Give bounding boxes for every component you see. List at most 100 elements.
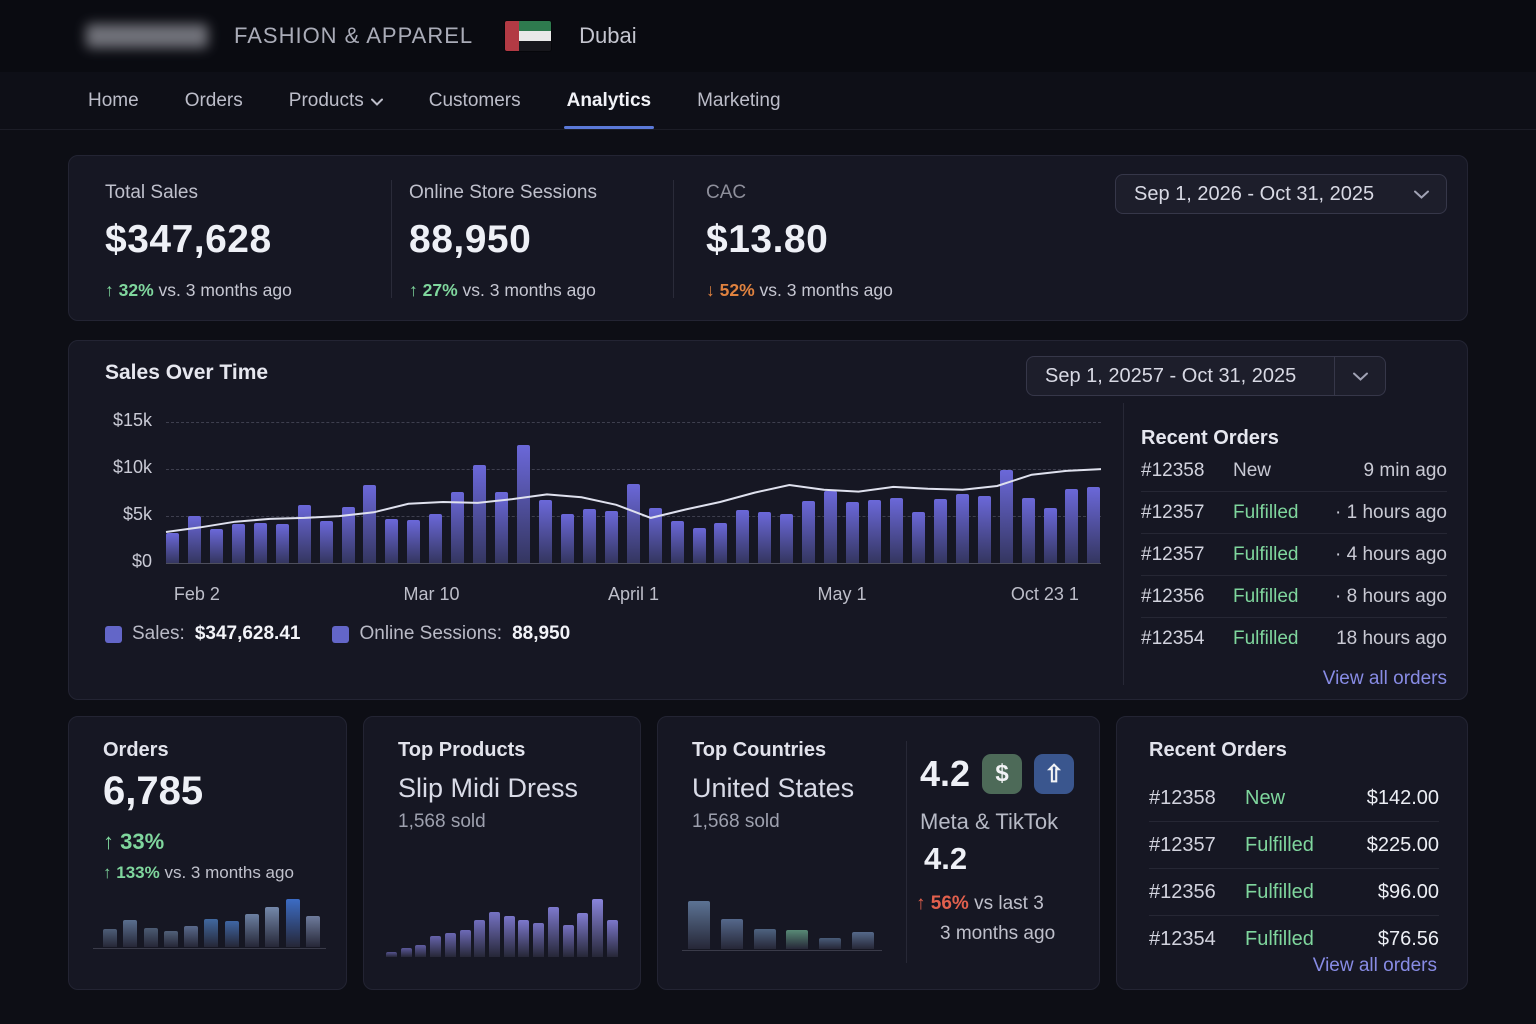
order-row[interactable]: #12358 New $142.00 (1149, 775, 1439, 822)
top-product-sold: 1,568 sold (398, 811, 486, 832)
sales-bar (933, 499, 947, 563)
card-title: Top Products (398, 739, 526, 761)
kpi-label: Online Store Sessions (409, 182, 597, 203)
order-status: Fulfilled (1245, 880, 1314, 903)
chevron-down-icon (370, 90, 383, 112)
order-row[interactable]: #12357 Fulfilled · 1 hours ago (1141, 492, 1447, 534)
sales-bar (714, 523, 728, 563)
x-axis-tick: Oct 23 1 (1010, 584, 1079, 604)
mini-bar (518, 920, 530, 957)
date-range-value: Sep 1, 2026 - Oct 31, 2025 (1134, 182, 1375, 205)
mini-bar (123, 919, 138, 947)
x-axis-tick: May 1 (817, 584, 867, 604)
kpi-value: $347,628 (105, 218, 272, 261)
x-axis-line (93, 948, 326, 949)
nav-home[interactable]: Home (88, 89, 139, 111)
nav-products[interactable]: Products (289, 72, 383, 129)
sales-chart-plot: $15k $10k $5k $0 Feb 2 Mar 10 April 1 Ma… (113, 409, 1101, 604)
mini-bar (562, 925, 574, 957)
ad-delta: ↑ 56% vs last 3 (916, 893, 1044, 914)
view-all-orders-link[interactable]: View all orders (1322, 668, 1447, 689)
mini-bar (415, 944, 427, 957)
sales-bar (758, 512, 772, 563)
gridline (166, 422, 1101, 423)
top-bar: FASHION & APPAREL Dubai (0, 0, 1536, 72)
ad-rating-value: 4.2 (920, 753, 971, 794)
order-row[interactable]: #12356 Fulfilled $96.00 (1149, 869, 1439, 916)
sales-bar (495, 492, 509, 563)
sales-bar (451, 492, 465, 563)
divider (1334, 357, 1335, 395)
sales-bar (780, 514, 794, 563)
order-row[interactable]: #12358 New 9 min ago (1141, 450, 1447, 492)
top-country-name: United States (692, 773, 855, 803)
sales-bar (670, 521, 684, 563)
mini-bar (400, 948, 412, 957)
order-id: #12357 (1149, 833, 1216, 856)
sales-bar (648, 508, 662, 563)
x-axis-line (682, 950, 882, 951)
nav-orders[interactable]: Orders (184, 89, 243, 111)
x-axis-tick: Feb 2 (173, 584, 220, 604)
order-status: New (1245, 786, 1286, 809)
order-row[interactable]: #12354 Fulfilled 18 hours ago (1141, 618, 1447, 660)
top-product-name: Slip Midi Dress (398, 773, 579, 803)
nav-customers[interactable]: Customers (428, 89, 521, 111)
kpi-value: $13.80 (706, 218, 829, 261)
mini-bar (285, 899, 300, 947)
orders-mini-chart (103, 895, 320, 947)
order-amount: $142.00 (1366, 786, 1439, 809)
order-row[interactable]: #12357 Fulfilled $225.00 (1149, 822, 1439, 869)
kpi-delta: ↑ 27% vs. 3 months ago (409, 280, 596, 300)
legend-value: $347,628.41 (194, 623, 301, 644)
sales-bar (911, 512, 925, 563)
order-status: New (1233, 459, 1272, 481)
order-amount: $96.00 (1377, 880, 1439, 903)
date-range-select[interactable]: Sep 1, 2026 - Oct 31, 2025 (1115, 174, 1447, 214)
order-row[interactable]: #12357 Fulfilled · 4 hours ago (1141, 534, 1447, 576)
mini-bar (163, 931, 178, 947)
mini-bar (103, 929, 117, 947)
view-all-orders-link[interactable]: View all orders (1312, 955, 1437, 976)
mini-bar (753, 928, 776, 949)
countries-mini-chart (688, 887, 874, 949)
order-row[interactable]: #12354 Fulfilled $76.56 (1149, 916, 1439, 963)
mini-bar (533, 923, 545, 957)
x-axis-tick: April 1 (607, 584, 660, 604)
chart-date-range-select[interactable]: Sep 1, 20257 - Oct 31, 2025 (1026, 356, 1386, 396)
order-id: #12358 (1149, 786, 1216, 809)
top-products-card: Top Products Slip Midi Dress 1,568 sold (363, 716, 641, 990)
top-country-sold: 1,568 sold (692, 811, 780, 832)
arrow-down-icon: ↓ (706, 280, 715, 300)
divider (673, 180, 674, 298)
arrow-up-icon: ↑ (916, 893, 926, 914)
orders-card: Orders 6,785 ↑ 33% ↑ 133% vs. 3 months a… (68, 716, 347, 990)
sessions-line (166, 409, 1101, 564)
nav-analytics[interactable]: Analytics (563, 72, 655, 129)
ad-platforms-label: Meta & TikTok (920, 809, 1059, 834)
sales-bar (407, 520, 421, 563)
arrow-up-icon: ↑ (103, 829, 114, 854)
dollar-icon: $ (982, 754, 1023, 794)
mini-bar (577, 913, 589, 957)
chart-legend: Sales: $347,628.41 Online Sessions: 88,9… (105, 623, 570, 645)
location-label: Dubai (579, 23, 637, 48)
sales-bar (604, 511, 618, 563)
y-axis-tick: $5k (122, 504, 152, 524)
sales-bar (1021, 498, 1035, 563)
nav-marketing[interactable]: Marketing (697, 89, 781, 111)
sales-bar (429, 514, 443, 563)
uae-flag-icon (505, 21, 552, 51)
sales-bar (846, 502, 860, 563)
sales-bar (166, 533, 179, 563)
mini-bar (786, 930, 809, 949)
arrow-up-icon: ⇧ (1034, 754, 1075, 794)
sales-bar (538, 500, 552, 563)
brand-text: FASHION & APPAREL (234, 23, 474, 48)
order-time: · 1 hours ago (1335, 501, 1447, 523)
kpi-cac: CAC $13.80 ↓ 52% vs. 3 months ago (706, 182, 893, 301)
sales-bar (999, 470, 1013, 563)
legend-swatch-icon (332, 625, 350, 643)
order-row[interactable]: #12356 Fulfilled · 8 hours ago (1141, 576, 1447, 618)
